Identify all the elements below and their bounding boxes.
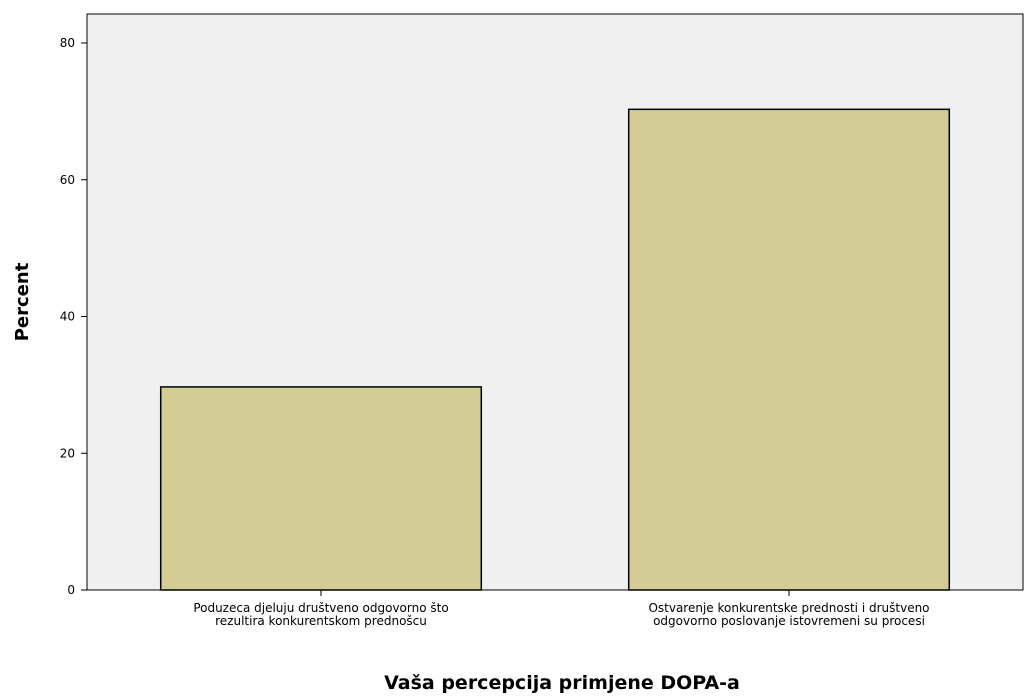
y-tick-label: 40 [60,310,75,324]
x-category-label: odgovorno poslovanje istovremeni su proc… [653,614,925,628]
bars [159,108,951,591]
y-tick-label: 60 [60,173,75,187]
y-axis-ticks: 0 20 40 60 80 [60,36,87,597]
x-category-label: rezultira konkurentskom prednošcu [215,614,427,628]
bar-2 [627,108,951,591]
x-category-label: Poduzeca djeluju društveno odgovorno što [193,601,448,615]
y-axis-title: Percent [12,262,33,341]
y-tick-label: 20 [60,446,75,460]
x-axis-ticks: Poduzeca djeluju društveno odgovorno što… [193,590,930,628]
bar-1 [159,386,483,591]
y-tick-label: 0 [67,583,75,597]
x-category-label: Ostvarenje konkurentske prednosti i druš… [648,601,929,615]
x-axis-title: Vaša percepcija primjene DOPA-a [384,672,740,694]
y-tick-label: 80 [60,36,75,50]
